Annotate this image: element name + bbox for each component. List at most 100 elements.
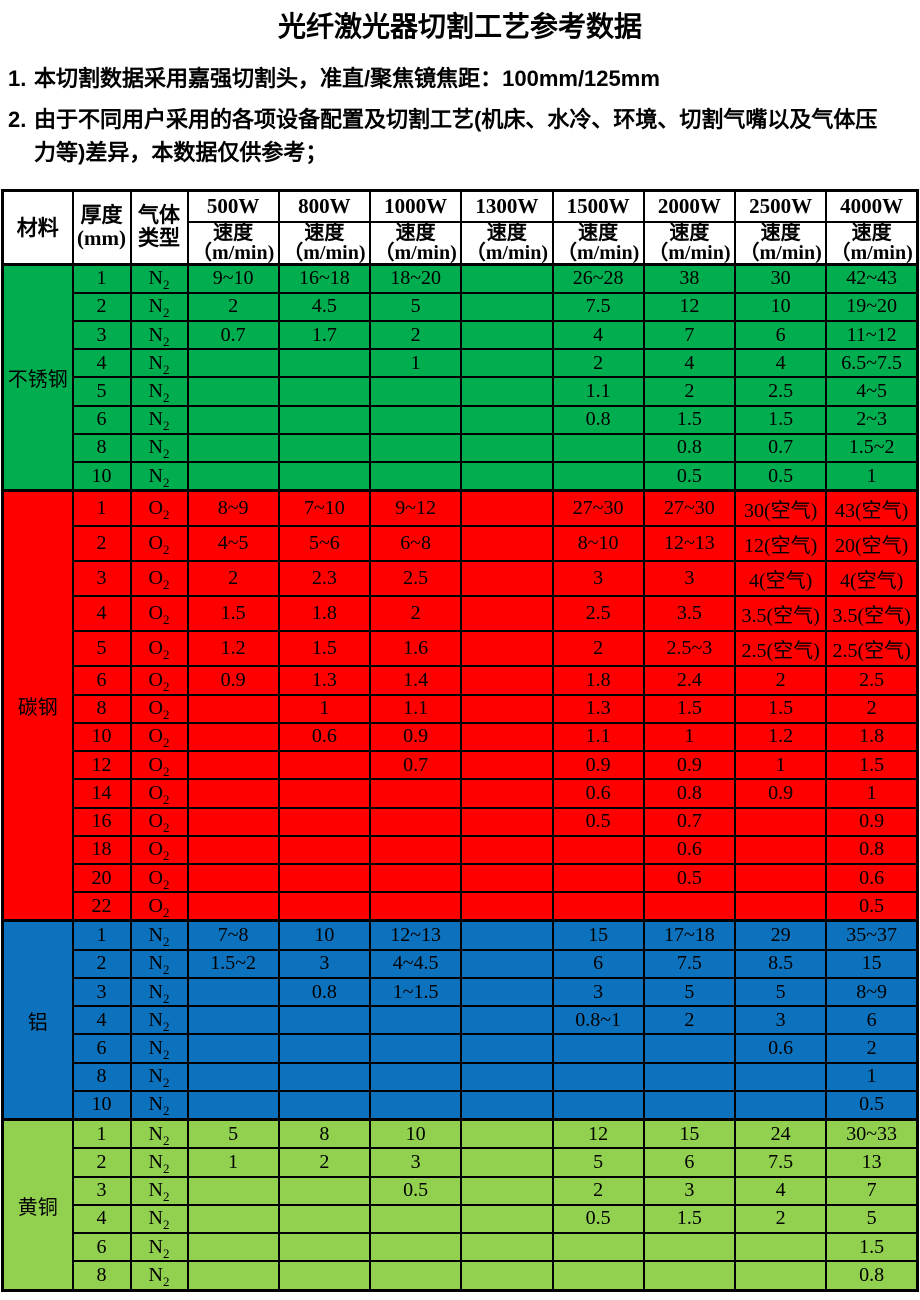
speed-cell <box>460 721 554 753</box>
speed-cell: 3 <box>551 560 645 598</box>
thickness-cell: 10 <box>71 1089 132 1121</box>
speed-cell <box>460 693 554 724</box>
speed-cell <box>186 432 280 464</box>
speed-cell: 1.8 <box>551 665 645 696</box>
power-header-800w: 800W <box>277 189 372 223</box>
power-header-row: 材料 厚度 (mm) 气体 类型 500W 800W 1000W 1300W 1… <box>1 189 919 265</box>
speed-cell: 12(空气) <box>733 525 828 563</box>
speed-cell: 19~20 <box>825 291 919 323</box>
speed-cell: 1.4 <box>368 665 463 696</box>
speed-cell <box>186 348 280 379</box>
gas-cell: O2 <box>129 750 189 781</box>
speed-cell <box>277 1089 372 1121</box>
gas-cell: N2 <box>129 1260 189 1292</box>
speed-cell: 2 <box>551 1175 645 1206</box>
speed-cell: 10 <box>277 919 372 951</box>
gas-cell: N2 <box>129 1061 189 1092</box>
speed-cell: 2.5 <box>733 376 828 407</box>
speed-cell: 3 <box>733 1005 828 1036</box>
speed-cell <box>460 376 554 407</box>
material-cell: 不锈钢 <box>1 262 74 492</box>
speed-cell: 1.5 <box>825 750 919 781</box>
speed-cell <box>186 891 280 922</box>
speed-cell: 1.5 <box>733 404 828 435</box>
speed-cell: 1.3 <box>277 665 372 696</box>
speed-cell: 7~10 <box>277 489 372 528</box>
speed-cell <box>186 1033 280 1064</box>
power-header-1300w: 1300W <box>460 189 554 223</box>
speed-cell: 15 <box>642 1118 737 1150</box>
thickness-cell: 3 <box>71 1175 132 1206</box>
speed-cell <box>551 834 645 865</box>
speed-cell <box>368 862 463 894</box>
speed-cell: 2 <box>825 693 919 724</box>
speed-cell <box>277 834 372 865</box>
table-row: 10 N2 0.5 0.5 1 <box>3 461 919 492</box>
thickness-cell: 6 <box>71 1033 132 1064</box>
speed-cell <box>460 432 554 464</box>
speed-cell <box>368 1260 463 1292</box>
speed-cell <box>733 1061 828 1092</box>
thickness-cell: 2 <box>71 948 132 979</box>
speed-cell <box>186 1175 280 1206</box>
speed-cell <box>186 1061 280 1092</box>
thickness-cell: 1 <box>71 919 132 951</box>
speed-cell: 5 <box>551 1147 645 1178</box>
table-row: 2 O2 4~5 5~6 6~8 8~10 12~13 12(空气) 20(空气) <box>3 525 919 563</box>
speed-cell <box>460 1089 554 1121</box>
thickness-cell: 14 <box>71 778 132 809</box>
speed-header: 速度 （m/min) <box>186 220 280 266</box>
speed-cell: 1.5~2 <box>825 432 919 464</box>
speed-cell <box>460 1147 554 1178</box>
table-row: 2 N2 1.5~2 3 4~4.5 6 7.5 8.5 15 <box>3 948 919 979</box>
speed-cell: 4.5 <box>277 291 372 323</box>
thickness-cell: 4 <box>71 1203 132 1235</box>
speed-cell: 1.6 <box>368 630 463 668</box>
speed-header: 速度 （m/min) <box>825 220 919 266</box>
speed-cell: 6 <box>642 1147 737 1178</box>
speed-cell: 43(空气) <box>825 489 919 528</box>
speed-cell <box>368 1232 463 1263</box>
speed-cell <box>368 834 463 865</box>
table-row: 6 N2 0.8 1.5 1.5 2~3 <box>3 404 919 435</box>
speed-cell <box>368 1005 463 1036</box>
speed-cell <box>460 525 554 563</box>
gas-cell: N2 <box>129 262 189 294</box>
speed-cell <box>642 1061 737 1092</box>
gas-cell: N2 <box>129 319 189 351</box>
speed-cell <box>277 461 372 492</box>
speed-cell <box>460 348 554 379</box>
speed-cell <box>277 1061 372 1092</box>
speed-header: 速度 （m/min) <box>551 220 645 266</box>
table-row: 3 O2 2 2.3 2.5 3 3 4(空气) 4(空气) <box>3 560 919 598</box>
speed-cell: 2~3 <box>825 404 919 435</box>
speed-cell: 1.5 <box>642 693 737 724</box>
note-1: 1. 本切割数据采用嘉强切割头，准直/聚焦镜焦距：100mm/125mm <box>8 62 918 95</box>
speed-cell: 12~13 <box>368 919 463 951</box>
speed-cell <box>186 750 280 781</box>
thickness-cell: 3 <box>71 976 132 1008</box>
speed-cell: 9~12 <box>368 489 463 528</box>
power-header-500w: 500W <box>186 189 280 223</box>
speed-cell <box>460 1175 554 1206</box>
speed-cell: 16~18 <box>277 262 372 294</box>
speed-cell: 1.7 <box>277 319 372 351</box>
speed-cell: 2.5 <box>551 595 645 633</box>
speed-cell <box>277 432 372 464</box>
speed-cell <box>460 291 554 323</box>
note-text: 本切割数据采用嘉强切割头，准直/聚焦镜焦距：100mm/125mm <box>34 66 660 91</box>
speed-cell: 0.6 <box>825 862 919 894</box>
speed-cell <box>733 1232 828 1263</box>
speed-cell <box>733 891 828 922</box>
speed-cell: 1.5 <box>642 1203 737 1235</box>
speed-cell <box>733 806 828 837</box>
speed-cell: 17~18 <box>642 919 737 951</box>
speed-cell: 0.6 <box>277 721 372 753</box>
speed-cell <box>460 1232 554 1263</box>
speed-cell: 4(空气) <box>825 560 919 598</box>
speed-cell: 0.8 <box>825 1260 919 1292</box>
speed-cell: 12 <box>642 291 737 323</box>
speed-cell: 0.6 <box>551 778 645 809</box>
speed-cell: 30(空气) <box>733 489 828 528</box>
speed-cell: 2 <box>642 376 737 407</box>
